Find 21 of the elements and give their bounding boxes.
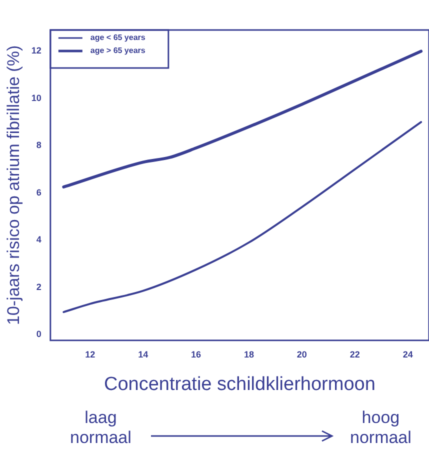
x-tick-label: 22 [350,349,360,360]
x-tick-label: 12 [85,349,96,360]
x-tick-label: 14 [138,349,148,360]
x-tick-label: 20 [296,349,307,360]
y-tick-label: 10 [31,92,42,103]
x-tick-label: 16 [191,349,202,360]
legend-label: age < 65 years [90,33,146,42]
x-axis-title: Concentratie schildklierhormoon [104,374,376,395]
x-tick-label: 24 [402,349,413,360]
line-series [62,121,422,314]
y-tick-label: 8 [36,140,42,150]
y-tick-label: 2 [36,282,42,292]
x-tick-label: 18 [244,349,254,360]
legend-label: age > 65 years [90,46,146,56]
y-tick-label: 4 [36,234,42,245]
y-tick-label: 12 [31,46,42,56]
text: hoog normaal [350,408,412,448]
y-tick-label: 6 [36,187,42,198]
y-tick-label: 0 [36,328,42,339]
text: laag normaal [70,408,132,448]
y-axis-title: 10-jaars risico op atrium fibrillatie (%) [4,45,23,326]
